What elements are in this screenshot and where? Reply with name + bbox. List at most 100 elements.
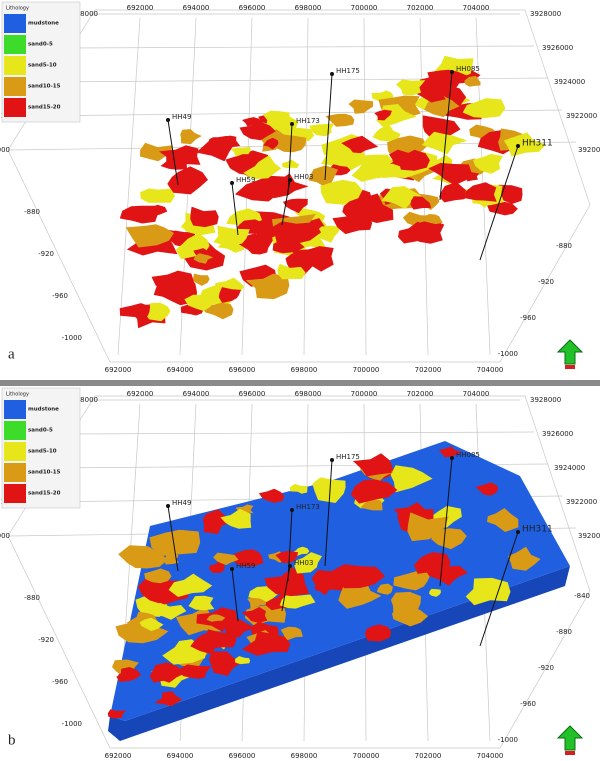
lithology-patch [414, 81, 446, 103]
well-trajectory [167, 119, 179, 186]
lithology-patch [372, 125, 401, 142]
lithology-patch [381, 186, 423, 210]
z-tick-label: -880 [24, 594, 40, 602]
lithology-patch [277, 263, 306, 280]
x-tick-label: 696000 [229, 366, 256, 374]
legend-label: sand0-5 [28, 42, 53, 48]
x-tick-label: 692000 [105, 366, 132, 374]
separator [0, 380, 600, 386]
legend-swatch [4, 421, 26, 440]
y-tick-label: 3926000 [542, 44, 573, 52]
lithology-patch [167, 166, 208, 195]
lithology-patch [429, 588, 441, 597]
lithology-patch [241, 631, 291, 656]
z-tick-label: -1000 [498, 736, 518, 744]
lithology-patch [220, 508, 252, 529]
lithology-patch [355, 154, 394, 169]
lithology-patch [376, 104, 417, 128]
lithology-patch [374, 109, 392, 121]
lithology-patch [393, 571, 432, 591]
lithology-patch [280, 626, 303, 641]
lithology-patch [465, 577, 511, 606]
lithology-patch [360, 498, 383, 511]
legend-label: sand10-15 [28, 84, 61, 90]
legend-swatch [4, 463, 26, 482]
legend-swatch [4, 77, 26, 96]
well-head [450, 70, 454, 74]
lithology-patch [247, 593, 276, 609]
lithology-patch [192, 273, 210, 286]
legend-label: sand5-10 [28, 449, 57, 455]
lithology-patch [503, 132, 546, 157]
well-head [166, 504, 170, 508]
lithology-patch [389, 149, 430, 171]
x-tick-label: 702000 [415, 752, 442, 760]
lithology-patch [213, 552, 239, 566]
lithology-patch [431, 528, 467, 550]
lithology-patch [412, 219, 445, 244]
lithology-patch [294, 552, 322, 574]
y-tick-label: 3920000 [578, 146, 600, 154]
lithology-patch [168, 573, 213, 597]
legend-swatch [4, 400, 26, 419]
legend-swatch [4, 442, 26, 461]
legend-label: mudstone [28, 407, 59, 413]
well-head [516, 530, 520, 534]
grid-line [69, 45, 535, 49]
x-tick-label: 704000 [477, 752, 504, 760]
legend-swatch [4, 56, 26, 75]
well-label: HH03 [294, 559, 313, 567]
x-tick-label: 698000 [295, 390, 322, 398]
lithology-patch [125, 224, 174, 248]
legend-label: sand0-5 [28, 428, 53, 434]
lithology-patch [472, 154, 503, 174]
lithology-patch [390, 591, 421, 616]
legend-label: sand5-10 [28, 63, 57, 69]
well-label: HH03 [294, 173, 313, 181]
y-tick-label: 3928000 [530, 10, 561, 18]
lithology-patch [364, 624, 392, 642]
z-tick-label: -880 [556, 628, 572, 636]
lithology-patch [149, 529, 201, 556]
lithology-patch [146, 204, 168, 216]
lithology-patch [149, 662, 186, 683]
lithology-patch [154, 691, 183, 707]
well-head [516, 144, 520, 148]
lithology-patch [190, 206, 219, 228]
x-tick-label: 700000 [351, 390, 378, 398]
x-tick-label: 698000 [295, 4, 322, 12]
z-tick-label: -960 [52, 292, 68, 300]
lithology-patch [263, 110, 295, 130]
z-tick-label: -960 [520, 700, 536, 708]
lithology-patch [407, 512, 449, 542]
lithology-patch [271, 173, 309, 199]
y-tick-label: 3928000 [530, 396, 561, 404]
y-tick-label: 3924000 [554, 78, 585, 86]
lithology-patch [140, 188, 176, 203]
lithology-patch [248, 586, 278, 602]
well-label: HH311 [522, 525, 553, 535]
lithology-patch [218, 287, 241, 303]
nav-arrow-base [565, 365, 575, 369]
lithology-patch [188, 595, 215, 611]
lithology-patch [225, 619, 256, 638]
lithology-patch [279, 594, 316, 609]
lithology-patch [119, 303, 151, 318]
y-tick-label: 3920000 [0, 146, 10, 154]
z-tick-label: -1000 [62, 334, 82, 342]
x-tick-label: 694000 [167, 366, 194, 374]
lithology-patch [116, 667, 142, 682]
well-label: HH173 [296, 503, 320, 511]
z-tick-label: -920 [38, 636, 54, 644]
well-trajectory [479, 531, 519, 647]
lithology-patch [118, 545, 169, 569]
z-tick-label: -840 [574, 592, 590, 600]
z-tick-label: -960 [520, 314, 536, 322]
lithology-patch [325, 113, 355, 127]
lithology-patch [208, 651, 242, 676]
lithology-patch [258, 488, 285, 503]
y-tick-label: 3922000 [566, 498, 597, 506]
x-tick-label: 698000 [291, 752, 318, 760]
lithology-patch [159, 145, 201, 168]
legend-label: sand15-20 [28, 491, 61, 497]
